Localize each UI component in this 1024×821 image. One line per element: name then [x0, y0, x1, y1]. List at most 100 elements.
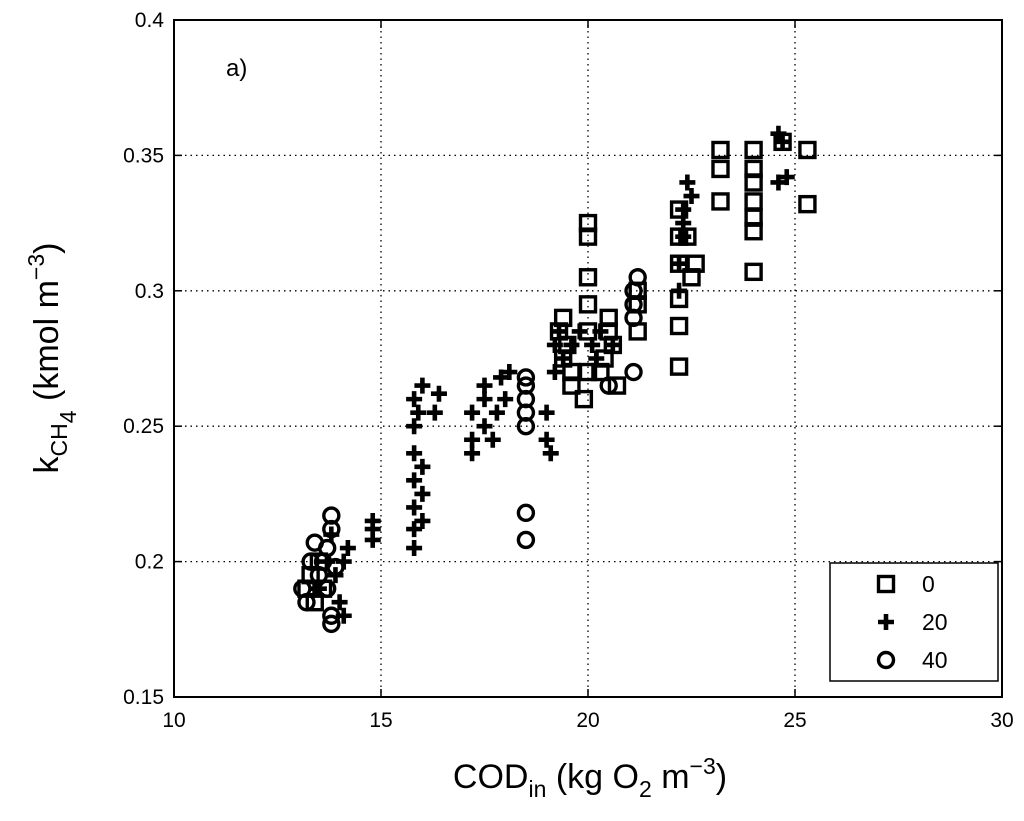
point-square — [711, 192, 730, 211]
data-points — [293, 125, 817, 634]
point-square — [744, 192, 763, 211]
point-plus — [571, 323, 588, 340]
point-square — [669, 357, 689, 376]
point-plus — [588, 350, 605, 367]
point-circle — [516, 530, 536, 550]
point-square — [599, 308, 618, 328]
point-plus — [493, 369, 510, 386]
y-tick-label: 0.4 — [135, 9, 165, 32]
point-circle — [326, 557, 345, 577]
series-40 — [293, 268, 647, 634]
point-square — [798, 194, 817, 214]
y-axis-title-close: ) — [28, 243, 66, 254]
y-axis-title-subsub: 4 — [55, 410, 81, 423]
axis-ticks: 10 15 20 25 30 0.15 0.2 0.25 0.3 0.35 0.4 — [123, 9, 1014, 732]
point-circle — [516, 368, 536, 387]
point-plus — [406, 418, 423, 435]
x-axis-title-sub: in — [528, 776, 546, 802]
y-tick-label: 0.35 — [123, 144, 164, 167]
point-plus — [675, 201, 692, 218]
point-square — [744, 140, 763, 160]
point-plus — [592, 323, 609, 340]
point-square — [711, 159, 730, 179]
point-circle — [317, 538, 337, 558]
x-axis-title-unit: m — [652, 758, 690, 796]
point-circle — [297, 593, 316, 612]
legend-box — [829, 562, 999, 682]
point-square — [669, 316, 689, 336]
point-plus — [671, 282, 688, 299]
point-plus — [464, 404, 481, 421]
x-axis-title-rest: (kg O — [546, 758, 639, 796]
point-plus — [430, 385, 447, 402]
point-plus — [414, 485, 431, 502]
point-plus — [770, 125, 787, 142]
point-plus — [406, 499, 423, 516]
point-circle — [628, 268, 647, 287]
series-20 — [310, 125, 795, 624]
point-square — [744, 208, 763, 227]
point-plus — [774, 133, 791, 150]
y-tick-label: 0.25 — [123, 415, 164, 438]
point-square — [578, 268, 598, 287]
point-plus — [406, 472, 423, 489]
point-plus — [406, 540, 423, 557]
x-axis-title-close: ) — [716, 758, 727, 796]
legend-marker-circle — [876, 650, 896, 670]
point-square — [686, 254, 705, 273]
x-tick-label: 15 — [369, 709, 392, 732]
point-plus — [546, 336, 563, 353]
point-plus — [476, 391, 493, 408]
point-plus — [675, 228, 692, 245]
point-plus — [339, 540, 356, 557]
point-plus — [501, 364, 518, 381]
point-plus — [555, 350, 572, 367]
point-square — [744, 262, 763, 282]
point-square — [607, 376, 627, 395]
point-plus — [476, 377, 493, 394]
y-axis-title-sub: CH — [46, 423, 72, 456]
point-square — [798, 140, 817, 160]
point-plus — [538, 431, 555, 448]
point-plus — [584, 336, 601, 353]
x-axis-title-main: COD — [453, 758, 529, 796]
point-plus — [542, 445, 559, 462]
y-axis-title-sup: −3 — [23, 254, 49, 280]
point-square — [553, 308, 573, 328]
y-axis-title-main: k — [28, 455, 66, 473]
legend-label: 20 — [922, 609, 948, 635]
point-circle — [301, 552, 320, 571]
point-plus — [406, 391, 423, 408]
point-plus — [538, 404, 555, 421]
point-plus — [464, 431, 481, 448]
point-circle — [516, 376, 536, 395]
y-axis-title-rest: (kmol m — [28, 280, 66, 410]
point-plus — [414, 512, 431, 529]
point-plus — [406, 521, 423, 538]
point-square — [574, 389, 594, 409]
point-square — [744, 159, 763, 179]
point-plus — [331, 594, 348, 611]
point-plus — [488, 404, 505, 421]
x-tick-label: 10 — [162, 709, 185, 732]
point-square — [578, 213, 598, 233]
legend-label: 40 — [922, 647, 948, 673]
y-tick-label: 0.3 — [135, 280, 164, 303]
x-axis-title-rest-sub: 2 — [639, 776, 652, 802]
point-square — [578, 295, 598, 314]
point-plus — [484, 431, 501, 448]
legend-label: 0 — [922, 571, 935, 597]
y-tick-label: 0.2 — [135, 551, 164, 574]
point-plus — [464, 445, 481, 462]
point-circle — [624, 362, 643, 382]
point-plus — [778, 169, 795, 186]
point-plus — [497, 391, 514, 408]
y-axis-title: kCH4 (kmol m−3) — [23, 243, 81, 474]
point-plus — [414, 458, 431, 475]
point-plus — [476, 418, 493, 435]
point-plus — [406, 445, 423, 462]
point-plus — [675, 215, 692, 232]
legend-marker-square — [876, 574, 896, 594]
point-circle — [317, 579, 337, 598]
